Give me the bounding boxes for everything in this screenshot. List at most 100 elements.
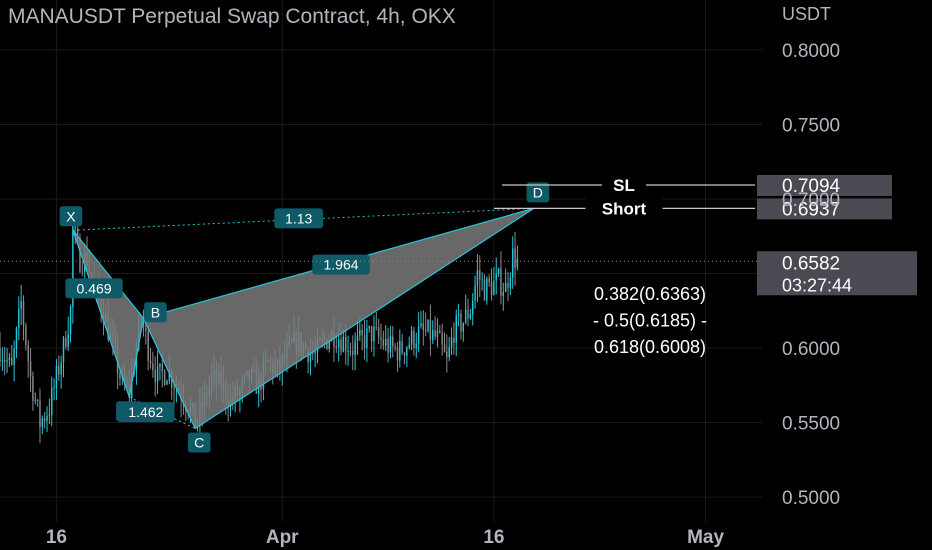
candle-body bbox=[361, 329, 363, 335]
candle-body bbox=[314, 352, 316, 354]
candle-body bbox=[427, 319, 429, 331]
candle-body bbox=[387, 338, 389, 353]
point-label: C bbox=[194, 435, 204, 451]
ratio-label: 1.964 bbox=[323, 257, 358, 273]
level-price: 0.6937 bbox=[782, 199, 840, 220]
candle-body bbox=[11, 357, 13, 365]
candle-body bbox=[460, 313, 462, 332]
level-name-bg bbox=[602, 174, 646, 195]
candle-body bbox=[511, 248, 514, 278]
candle-body bbox=[434, 330, 436, 337]
candle-body bbox=[32, 376, 34, 401]
candle-body bbox=[415, 343, 418, 348]
candle-body bbox=[18, 308, 20, 329]
candle-body bbox=[509, 277, 512, 288]
level-name: SL bbox=[613, 176, 635, 195]
candle-body bbox=[67, 334, 69, 347]
candle-body bbox=[335, 346, 338, 348]
candle-body bbox=[41, 418, 44, 427]
fib-target-label: - 0.5(0.6185) - bbox=[593, 310, 707, 330]
x-tick-label: Apr bbox=[266, 527, 299, 548]
point-label: X bbox=[66, 208, 76, 224]
candle-body bbox=[486, 278, 488, 301]
ratio-label: 0.469 bbox=[77, 280, 112, 296]
candle-body bbox=[27, 345, 29, 362]
candle-body bbox=[344, 336, 347, 352]
candle-body bbox=[312, 352, 314, 354]
level-name: Short bbox=[602, 199, 647, 218]
y-tick-label: 0.7000 bbox=[782, 190, 840, 211]
candle-body bbox=[342, 336, 345, 352]
candle-body bbox=[507, 282, 509, 288]
candle-body bbox=[363, 334, 366, 348]
candle-body bbox=[8, 357, 11, 361]
ratio-label-bg bbox=[312, 254, 370, 275]
candle-body bbox=[36, 399, 39, 401]
candle-body bbox=[446, 351, 448, 358]
candle-body bbox=[464, 309, 467, 324]
candle-body bbox=[392, 336, 394, 347]
candle-body bbox=[474, 285, 476, 301]
candle-body bbox=[79, 237, 81, 272]
candle-body bbox=[145, 327, 147, 332]
candle-body bbox=[326, 339, 328, 349]
candle-body bbox=[389, 336, 392, 353]
candle-body bbox=[349, 351, 352, 353]
candle-body bbox=[328, 340, 330, 349]
point-label-bg bbox=[526, 182, 550, 203]
level-price-bg bbox=[757, 198, 892, 220]
candle-body bbox=[51, 387, 53, 415]
candle-body bbox=[154, 370, 156, 382]
y-tick-label: 0.5500 bbox=[782, 414, 840, 435]
pattern-bcd bbox=[142, 207, 535, 430]
x-tick-label: 16 bbox=[483, 527, 504, 548]
candle-body bbox=[309, 352, 312, 363]
candle-body bbox=[495, 273, 497, 281]
countdown: 03:27:44 bbox=[782, 275, 852, 295]
candle-body bbox=[161, 363, 164, 372]
y-tick-label: 0.6000 bbox=[782, 339, 840, 360]
current-price-bg bbox=[757, 251, 917, 296]
candle-body bbox=[420, 323, 422, 327]
candle-body bbox=[15, 328, 18, 349]
candle-body bbox=[147, 331, 149, 361]
point-label-bg bbox=[144, 302, 167, 323]
candle-body bbox=[356, 335, 359, 342]
candle-body bbox=[173, 387, 175, 389]
candle-body bbox=[0, 348, 1, 362]
candle-body bbox=[55, 366, 58, 388]
candle-body bbox=[490, 281, 493, 296]
candle-body bbox=[481, 279, 483, 281]
candle-body bbox=[48, 414, 51, 416]
candle-body bbox=[29, 361, 32, 377]
candle-body bbox=[53, 387, 55, 389]
candle-body bbox=[497, 268, 500, 274]
candle-body bbox=[432, 330, 434, 340]
candle-body bbox=[347, 351, 349, 353]
candle-body bbox=[58, 366, 60, 375]
y-tick-label: 0.7500 bbox=[782, 115, 840, 136]
candle-body bbox=[159, 363, 161, 367]
candle-body bbox=[380, 337, 382, 340]
candle-body bbox=[384, 338, 387, 346]
candle-body bbox=[81, 271, 84, 273]
candle-body bbox=[502, 291, 505, 296]
candle-body bbox=[62, 337, 65, 363]
candle-body bbox=[156, 366, 159, 382]
candle-body bbox=[424, 329, 427, 331]
candle-body bbox=[72, 226, 74, 308]
candle-body bbox=[20, 301, 22, 309]
candle-body bbox=[34, 399, 37, 401]
candle-body bbox=[441, 332, 443, 345]
candle-body bbox=[69, 307, 72, 335]
candle-body bbox=[119, 373, 121, 379]
candle-body bbox=[401, 340, 403, 353]
candle-body bbox=[46, 415, 48, 421]
x-tick-label: 16 bbox=[46, 527, 67, 548]
candle-body bbox=[354, 341, 356, 355]
candle-body bbox=[13, 348, 15, 365]
y-tick-label: 0.8000 bbox=[782, 41, 840, 62]
candle-body bbox=[471, 300, 474, 315]
